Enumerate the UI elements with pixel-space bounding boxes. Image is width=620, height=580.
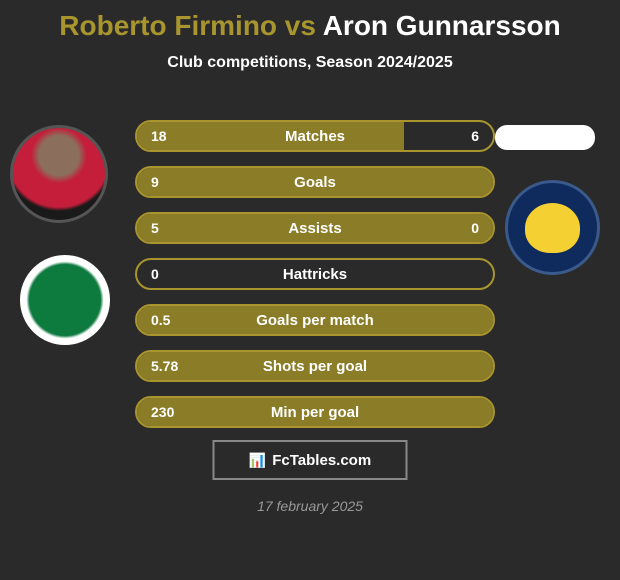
stat-left-value: 18	[151, 128, 167, 144]
site-name: FcTables.com	[272, 452, 371, 469]
club2-inner-shape	[525, 203, 580, 253]
stat-label: Assists	[288, 220, 341, 237]
stat-row: 9 Goals	[135, 166, 495, 198]
stat-label: Matches	[285, 128, 345, 145]
vs-text: vs	[277, 10, 323, 41]
stat-label: Min per goal	[271, 404, 359, 421]
stat-row: 0.5 Goals per match	[135, 304, 495, 336]
stat-row: 18 Matches 6	[135, 120, 495, 152]
stat-label: Goals	[294, 174, 336, 191]
stat-label: Hattricks	[283, 266, 347, 283]
stat-right-value: 6	[471, 128, 479, 144]
stat-left-value: 9	[151, 174, 159, 190]
stat-left-value: 5	[151, 220, 159, 236]
stat-label: Goals per match	[256, 312, 374, 329]
stat-left-value: 230	[151, 404, 174, 420]
player1-club-logo	[20, 255, 110, 345]
chart-icon: 📊	[249, 452, 266, 469]
stat-left-value: 0.5	[151, 312, 170, 328]
player1-name: Roberto Firmino	[59, 10, 277, 41]
player2-club-logo	[505, 180, 600, 275]
stats-container: 18 Matches 6 9 Goals 5 Assists 0 0 Hattricks 0.5 Go…	[135, 120, 495, 442]
date: 17 february 2025	[257, 498, 363, 514]
site-badge: 📊 FcTables.com	[213, 440, 408, 480]
player1-photo	[10, 125, 108, 223]
stat-row: 0 Hattricks	[135, 258, 495, 290]
stat-right-value: 0	[471, 220, 479, 236]
stat-left-value: 0	[151, 266, 159, 282]
player2-name: Aron Gunnarsson	[323, 10, 561, 41]
comparison-title: Roberto Firmino vs Aron Gunnarsson	[0, 0, 620, 42]
subtitle: Club competitions, Season 2024/2025	[0, 54, 620, 72]
stat-row: 5.78 Shots per goal	[135, 350, 495, 382]
stat-row: 230 Min per goal	[135, 396, 495, 428]
player2-flag	[495, 125, 595, 150]
stat-row: 5 Assists 0	[135, 212, 495, 244]
stat-fill	[137, 122, 404, 150]
stat-label: Shots per goal	[263, 358, 367, 375]
stat-left-value: 5.78	[151, 358, 178, 374]
